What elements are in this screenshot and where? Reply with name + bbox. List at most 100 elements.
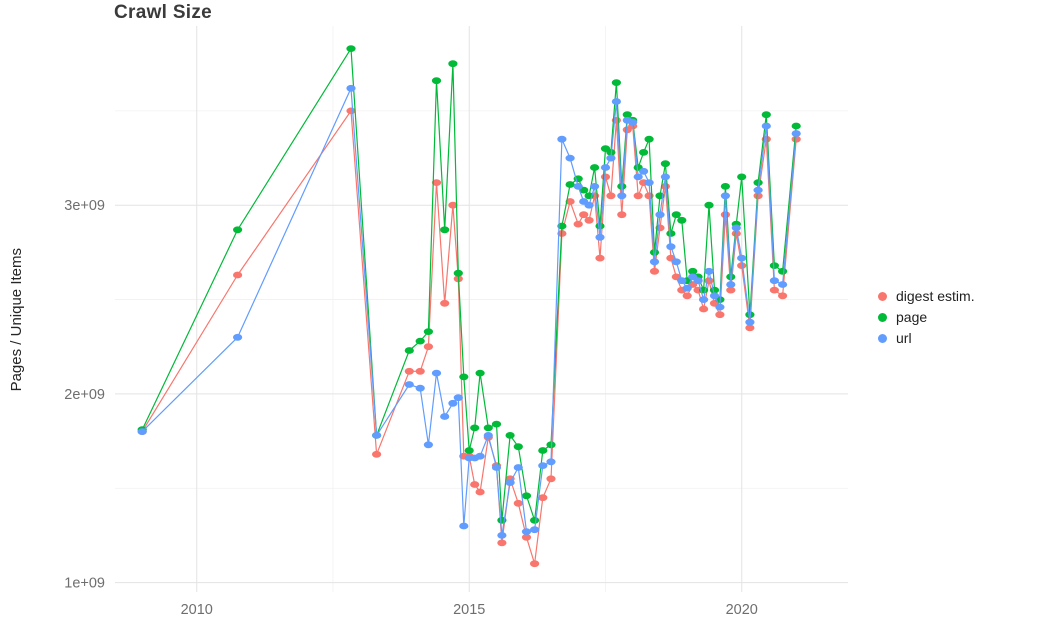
data-point-url	[423, 441, 433, 449]
data-point-page	[491, 420, 502, 428]
data-point-url	[415, 384, 425, 392]
data-point-page	[761, 111, 771, 119]
data-point-page	[505, 432, 515, 439]
data-point-url	[440, 413, 450, 420]
legend-key-page-icon	[878, 312, 887, 322]
data-point-url	[595, 233, 605, 241]
data-point-url	[137, 428, 147, 435]
data-point-digest	[546, 475, 556, 483]
legend-key-digest-icon	[878, 291, 887, 301]
data-point-digest	[530, 560, 540, 568]
data-point-page	[521, 492, 532, 500]
data-point-url	[459, 522, 469, 530]
data-point-digest	[699, 305, 709, 313]
data-point-url	[660, 173, 671, 181]
data-point-digest	[513, 499, 523, 507]
data-point-url	[346, 84, 356, 92]
data-point-page	[475, 369, 485, 377]
data-point-digest	[233, 271, 243, 279]
data-point-page	[660, 160, 671, 168]
data-point-url	[557, 135, 567, 143]
chart-title: Crawl Size	[114, 2, 213, 23]
x-tick-label: 2010	[181, 602, 213, 618]
data-point-url	[573, 183, 583, 190]
data-point-digest	[726, 286, 736, 294]
data-point-digest	[538, 494, 548, 502]
data-point-page	[538, 447, 548, 454]
data-point-url	[704, 267, 714, 275]
data-point-url	[453, 394, 463, 402]
data-point-digest	[745, 324, 755, 332]
data-point-digest	[346, 107, 356, 115]
legend-item-url: url	[878, 330, 975, 346]
data-point-digest	[431, 179, 442, 187]
data-point-url	[726, 281, 736, 288]
data-point-url	[655, 211, 665, 219]
data-point-page	[423, 328, 433, 335]
data-point-url	[372, 432, 382, 439]
data-point-url	[475, 452, 485, 460]
data-point-page	[791, 122, 801, 130]
data-point-digest	[579, 211, 589, 219]
y-tick-label: 3e+09	[64, 198, 105, 214]
data-point-url	[233, 333, 243, 341]
data-point-digest	[720, 211, 731, 219]
data-point-url	[649, 258, 660, 266]
data-point-url	[491, 464, 502, 471]
data-point-page	[470, 424, 480, 432]
legend-label-digest: digest estim.	[896, 288, 975, 304]
data-point-url	[530, 526, 540, 534]
data-point-url	[546, 458, 556, 466]
data-point-url	[671, 258, 681, 266]
data-point-url	[699, 296, 709, 303]
data-point-digest	[633, 192, 643, 200]
legend-key-url-icon	[878, 333, 887, 343]
data-point-url	[497, 532, 507, 539]
data-point-page	[704, 201, 714, 209]
data-point-digest	[565, 198, 575, 205]
data-point-digest	[475, 488, 485, 496]
data-point-page	[440, 226, 450, 234]
y-tick-label: 1e+09	[64, 576, 105, 592]
data-point-url	[720, 192, 731, 200]
data-point-page	[448, 60, 458, 68]
data-point-page	[644, 135, 654, 143]
data-point-page	[346, 45, 356, 52]
data-point-url	[606, 154, 616, 162]
data-point-page	[671, 211, 681, 219]
data-point-digest	[573, 220, 583, 228]
data-point-url	[600, 164, 611, 171]
data-point-digest	[372, 450, 382, 458]
data-point-digest	[423, 343, 433, 351]
data-point-digest	[649, 267, 660, 275]
data-point-url	[682, 284, 692, 292]
data-point-digest	[404, 367, 414, 375]
data-point-digest	[470, 481, 480, 488]
data-point-digest	[584, 216, 594, 224]
data-point-url	[639, 167, 649, 175]
data-point-url	[715, 303, 725, 311]
data-point-page	[753, 179, 763, 187]
data-point-digest	[415, 367, 425, 375]
data-point-digest	[497, 539, 507, 547]
data-point-digest	[778, 292, 788, 300]
data-point-digest	[521, 533, 532, 541]
data-point-page	[720, 183, 731, 190]
data-point-page	[649, 249, 660, 256]
data-point-digest	[769, 286, 780, 294]
data-point-digest	[595, 254, 605, 262]
data-point-page	[464, 447, 474, 454]
y-tick-label: 2e+09	[64, 387, 105, 403]
data-point-url	[778, 281, 788, 288]
data-point-url	[404, 381, 414, 388]
data-point-url	[590, 183, 600, 190]
data-point-url	[753, 186, 763, 194]
data-point-url	[565, 154, 575, 162]
data-point-url	[677, 277, 687, 285]
data-point-page	[431, 77, 442, 85]
data-point-url	[505, 479, 515, 486]
legend-item-digest: digest estim.	[878, 288, 975, 304]
data-point-url	[584, 201, 594, 209]
data-point-url	[791, 130, 801, 137]
